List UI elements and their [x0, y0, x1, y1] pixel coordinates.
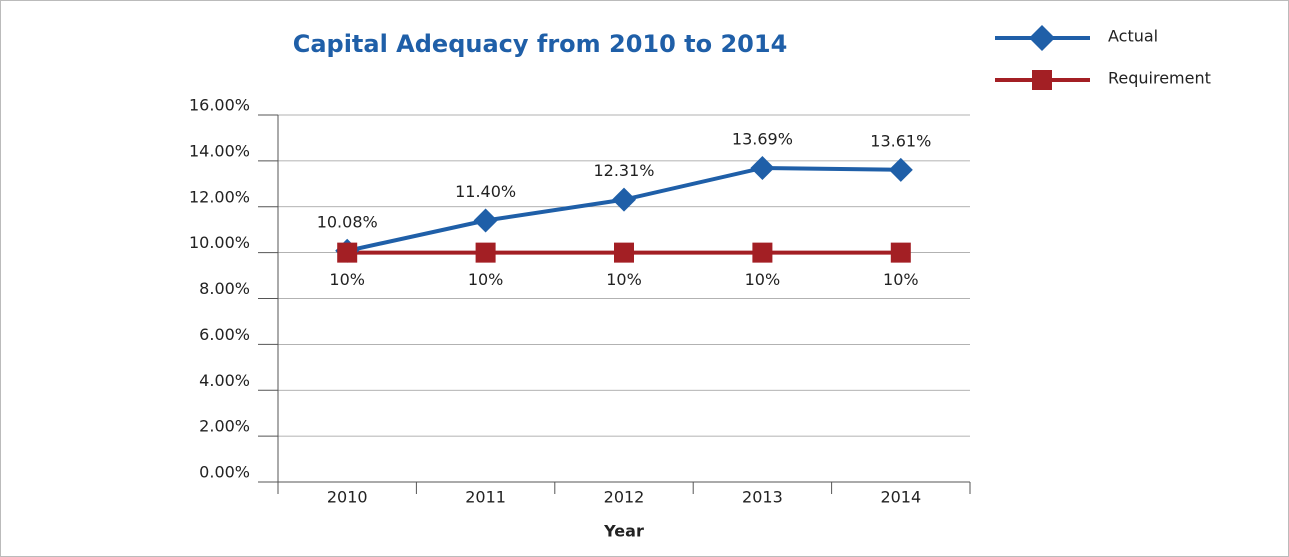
- x-tick-label: 2013: [742, 488, 783, 507]
- data-label: 10%: [606, 270, 642, 289]
- y-tick-label: 2.00%: [199, 417, 250, 436]
- data-label: 10%: [883, 270, 919, 289]
- data-label: 10%: [468, 270, 504, 289]
- data-label: 10%: [745, 270, 781, 289]
- legend-marker: [1029, 25, 1055, 51]
- marker: [337, 242, 358, 263]
- data-label: 12.31%: [593, 161, 654, 180]
- y-tick-label: 8.00%: [199, 279, 250, 298]
- x-axis-title: Year: [603, 522, 644, 541]
- y-tick-label: 4.00%: [199, 371, 250, 390]
- data-label: 10%: [329, 270, 365, 289]
- legend-marker: [1032, 70, 1052, 90]
- x-tick-label: 2010: [327, 488, 368, 507]
- marker: [614, 242, 634, 263]
- chart-title: Capital Adequacy from 2010 to 2014: [293, 30, 788, 58]
- legend-label: Actual: [1108, 27, 1158, 46]
- x-tick-label: 2012: [604, 488, 645, 507]
- x-tick-label: 2011: [465, 488, 506, 507]
- y-tick-label: 16.00%: [189, 96, 250, 115]
- y-tick-label: 10.00%: [189, 233, 250, 252]
- data-label: 13.69%: [732, 129, 793, 148]
- x-tick-label: 2014: [880, 488, 921, 507]
- marker: [750, 155, 775, 180]
- legend-label: Requirement: [1108, 69, 1211, 88]
- y-tick-label: 6.00%: [199, 325, 250, 344]
- marker: [612, 187, 636, 212]
- marker: [473, 208, 498, 233]
- y-tick-label: 12.00%: [189, 187, 250, 206]
- data-label: 11.40%: [455, 182, 516, 201]
- marker: [752, 242, 773, 263]
- data-label: 13.61%: [870, 131, 931, 150]
- data-label: 10.08%: [317, 212, 378, 231]
- marker: [890, 242, 911, 263]
- marker: [475, 242, 496, 263]
- y-tick-label: 0.00%: [199, 463, 250, 482]
- marker: [888, 157, 913, 182]
- y-tick-label: 14.00%: [189, 141, 250, 160]
